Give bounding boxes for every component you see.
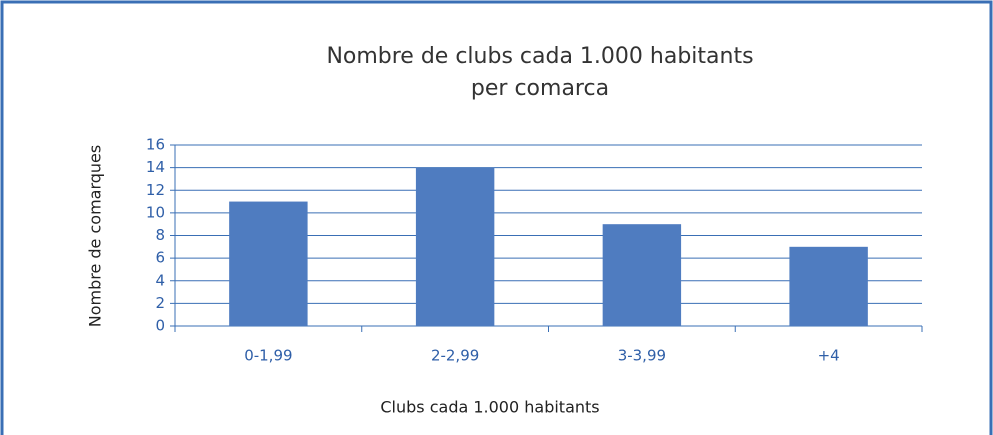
chart-title: Nombre de clubs cada 1.000 habitants [326,44,753,69]
y-tick-label: 12 [146,181,165,199]
bar [415,167,495,326]
y-tick-label: 14 [146,158,165,176]
y-tick-label: 8 [155,226,165,244]
y-tick-label: 0 [155,317,165,335]
bar [602,224,682,326]
x-tick-label: 2-2,99 [431,347,479,365]
x-tick-label: +4 [818,347,840,365]
chart-title: per comarca [471,76,609,101]
x-tick-label: 0-1,99 [244,347,292,365]
y-axis-label: Nombre de comarques [86,145,105,328]
bar [229,201,308,326]
x-axis-label: Clubs cada 1.000 habitants [380,398,599,417]
y-tick-label: 6 [155,249,165,267]
y-tick-label: 4 [155,271,165,289]
bar [789,246,868,326]
y-tick-label: 10 [146,203,165,221]
y-tick-label: 16 [146,136,165,154]
x-tick-label: 3-3,99 [618,347,666,365]
y-tick-label: 2 [155,294,165,312]
